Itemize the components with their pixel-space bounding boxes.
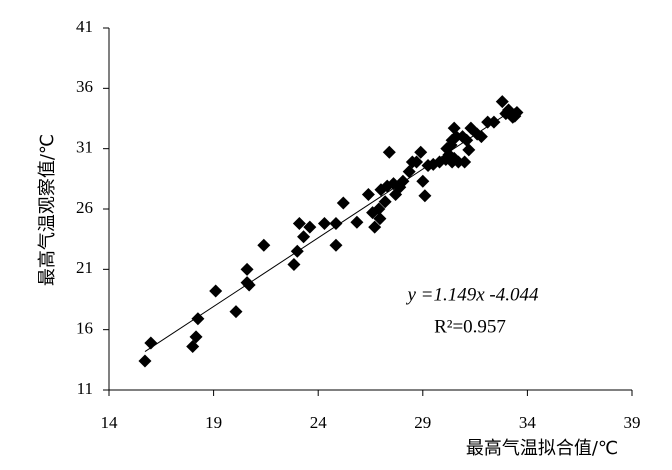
- point: [382, 145, 396, 159]
- point: [368, 220, 382, 234]
- point: [378, 195, 392, 209]
- point: [287, 258, 301, 272]
- point: [186, 340, 200, 354]
- point: [229, 305, 243, 319]
- y-axis-title: 最高气温观察值/℃: [37, 134, 58, 286]
- point: [297, 230, 311, 244]
- point: [189, 330, 203, 344]
- point: [502, 103, 516, 117]
- point: [458, 155, 472, 169]
- x-tick-label: 34: [519, 413, 537, 432]
- point: [317, 216, 331, 230]
- point: [402, 165, 416, 179]
- point: [460, 133, 474, 147]
- x-tick-label: 39: [624, 413, 641, 432]
- x-tick-label: 29: [414, 413, 431, 432]
- point: [191, 312, 205, 326]
- x-axis-title: 最高气温拟合值/℃: [466, 438, 618, 459]
- point: [508, 109, 522, 123]
- point: [292, 216, 306, 230]
- point: [257, 238, 271, 252]
- point: [396, 174, 410, 188]
- point: [372, 202, 386, 216]
- point: [487, 115, 501, 129]
- y-tick-label: 31: [76, 138, 93, 157]
- point: [290, 244, 304, 258]
- point: [350, 215, 364, 229]
- point: [303, 220, 317, 234]
- y-tick-label: 16: [76, 319, 93, 338]
- y-tick-label: 11: [77, 379, 93, 398]
- point: [336, 196, 350, 210]
- x-tick-label: 14: [101, 413, 119, 432]
- x-tick-label: 19: [205, 413, 222, 432]
- point: [373, 212, 387, 226]
- point: [329, 238, 343, 252]
- point: [138, 354, 152, 368]
- y-tick-label: 36: [76, 77, 93, 96]
- point: [242, 278, 256, 292]
- point: [462, 143, 476, 157]
- y-tick-label: 26: [76, 198, 93, 217]
- point: [418, 189, 432, 203]
- point: [144, 336, 158, 350]
- point: [495, 95, 509, 109]
- point: [474, 130, 488, 144]
- x-tick-label: 24: [310, 413, 328, 432]
- point: [410, 155, 424, 169]
- point: [240, 262, 254, 276]
- equation: y =1.149x -4.044: [405, 284, 539, 305]
- y-tick-label: 41: [76, 17, 93, 36]
- point: [414, 145, 428, 159]
- point: [209, 284, 223, 298]
- point: [416, 174, 430, 188]
- point: [329, 216, 343, 230]
- point: [361, 188, 375, 202]
- r-squared: R²=0.957: [434, 316, 506, 337]
- y-tick-label: 21: [76, 258, 93, 277]
- point: [447, 121, 461, 135]
- trendline: [144, 106, 518, 353]
